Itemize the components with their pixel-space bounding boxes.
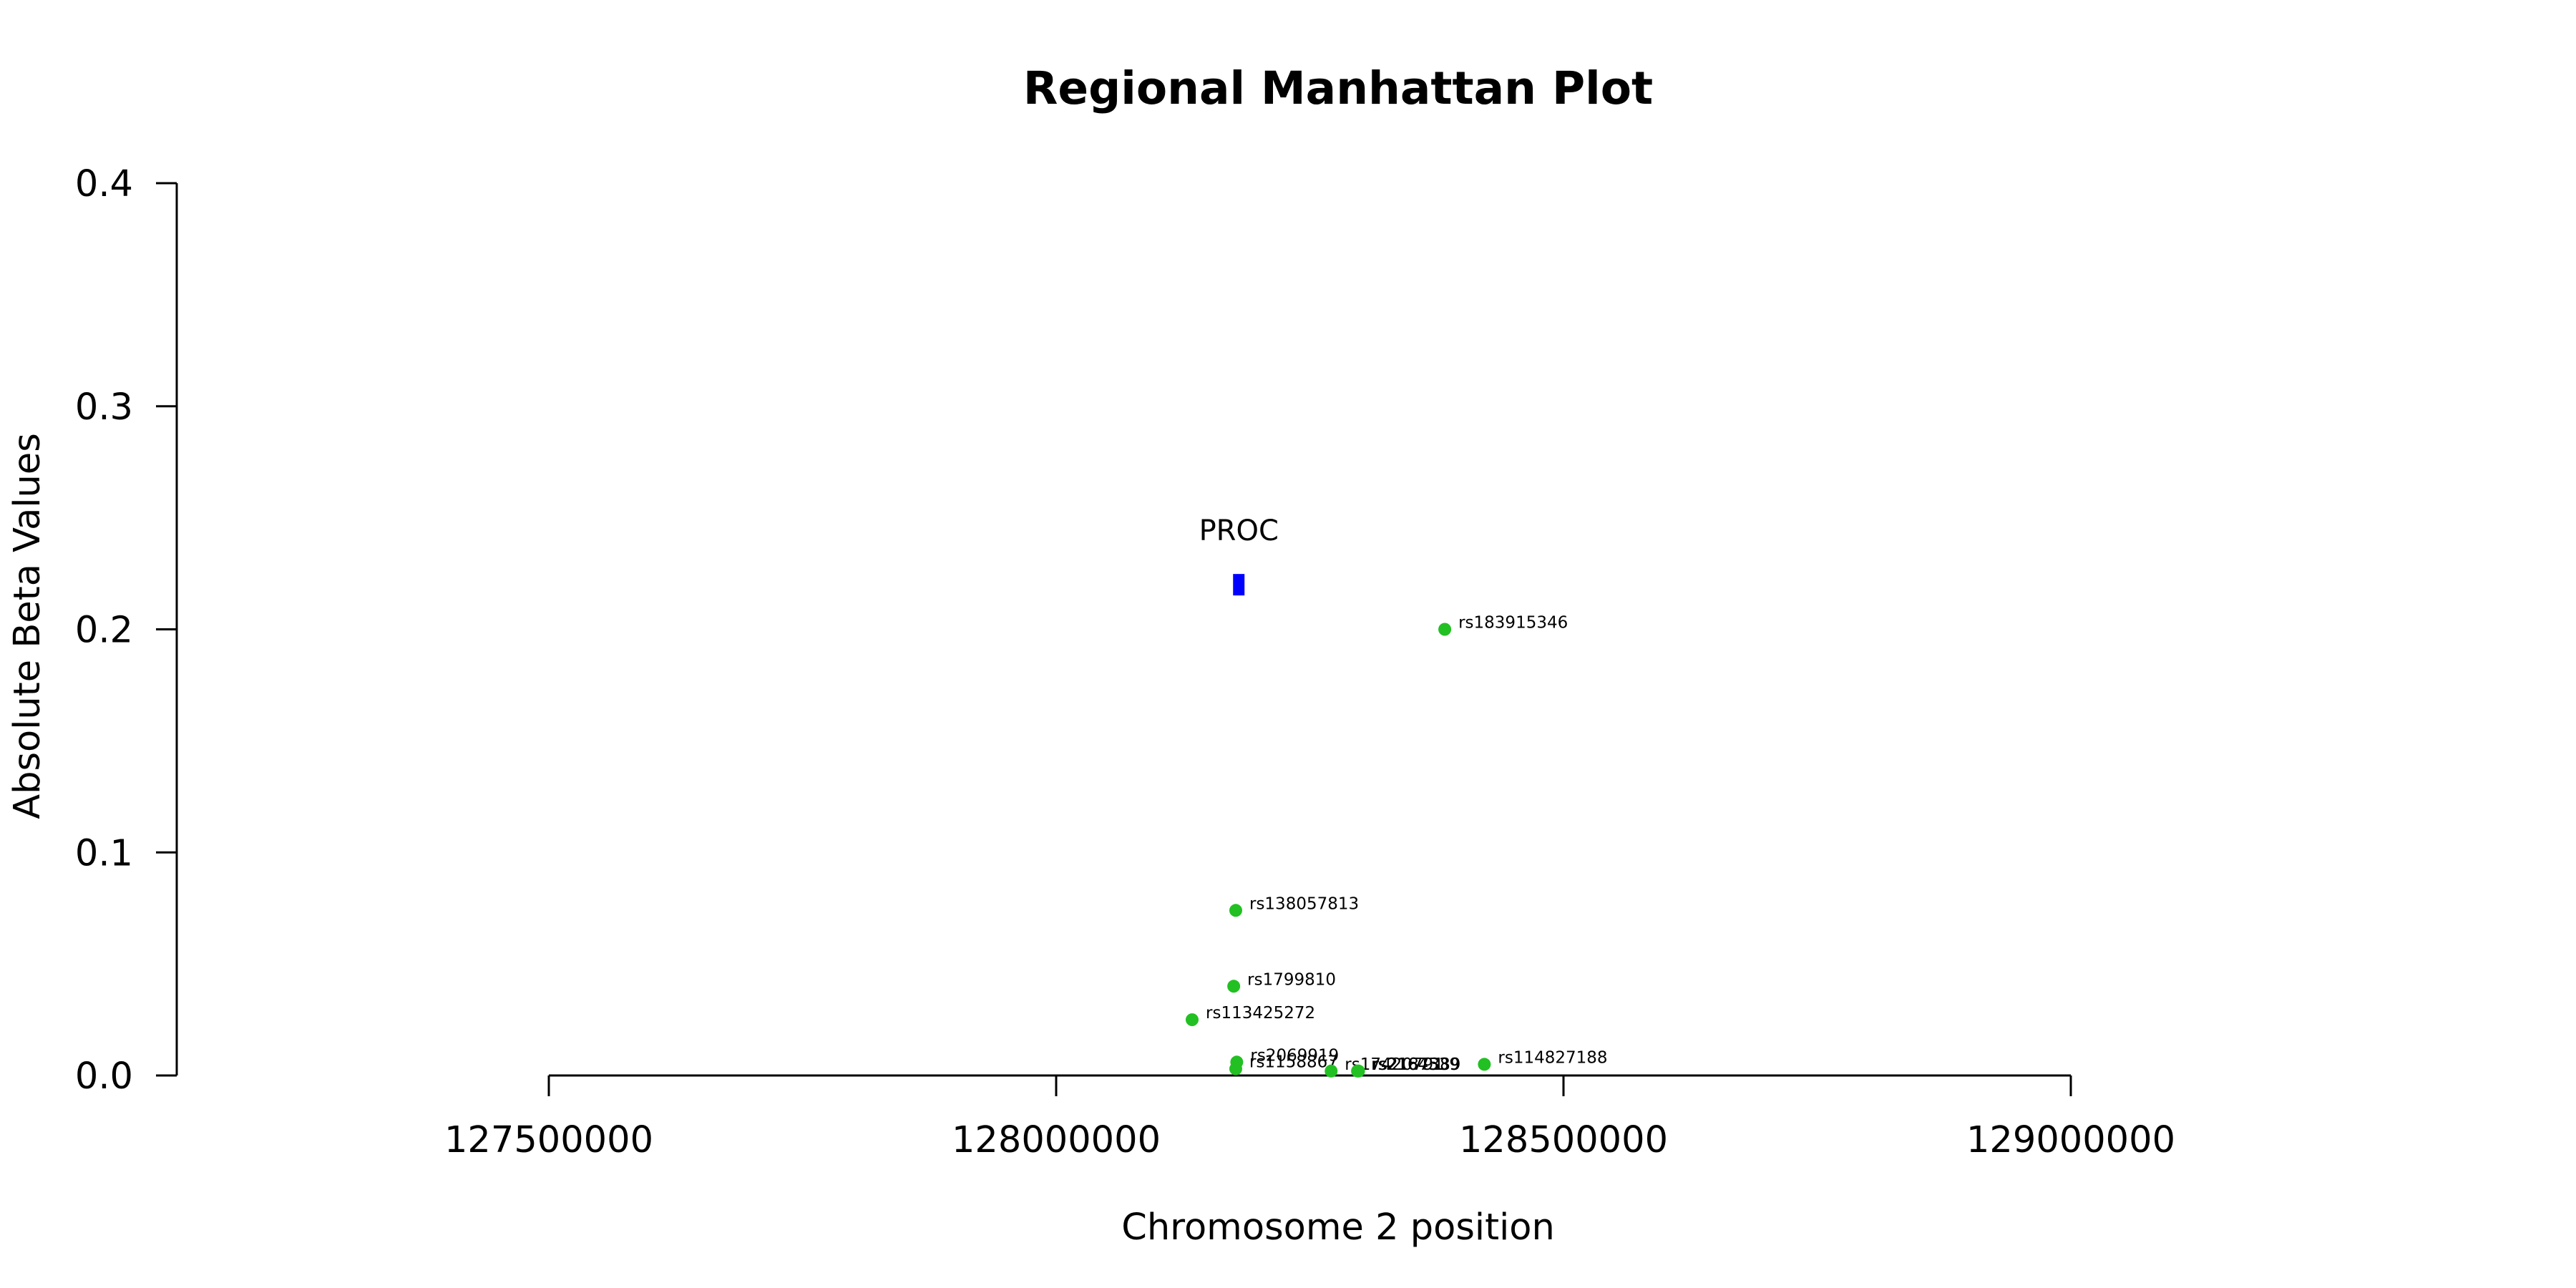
snp-point [1227,980,1241,993]
snp-label: rs1799810 [1247,970,1336,989]
y-tick-label: 0.0 [75,1055,133,1098]
y-tick-label: 0.3 [75,386,133,429]
x-tick-label: 128000000 [952,1119,1161,1161]
y-tick-label: 0.4 [75,163,133,205]
plot-marks: PROC rs183915346 rs138057813 rs1799810 rs113… [1186,514,1608,1078]
y-tick-label: 0.1 [75,832,133,874]
snp-label: rs114827188 [1498,1048,1607,1067]
snp-point [1352,1064,1365,1078]
snp-label: rs183915346 [1458,614,1568,633]
y-axis-label: Absolute Beta Values [6,433,49,819]
snp-point [1186,1013,1199,1027]
chart-title: Regional Manhattan Plot [1023,62,1653,114]
gene-marker [1233,574,1245,596]
snp-label: rs2069919 [1250,1046,1339,1065]
snp-point [1229,1062,1242,1075]
gene-label: PROC [1199,514,1279,547]
snp-label: rs113425272 [1206,1004,1315,1023]
y-axis: 0.0 0.1 0.2 0.3 0.4 [75,163,178,1098]
x-tick-label: 129000000 [1966,1119,2175,1161]
snp-label: rs2164539 [1371,1055,1460,1074]
snp-label: rs2187389 [1372,1055,1461,1074]
snp-point [1438,623,1452,636]
snp-point [1229,904,1242,917]
snp-label: rs138057813 [1249,894,1359,913]
snp-point [1478,1058,1491,1071]
x-tick-label: 127500000 [444,1119,653,1161]
x-axis: 127500000 128000000 128500000 129000000 [444,1074,2175,1161]
x-axis-label: Chromosome 2 position [1121,1206,1555,1249]
snp-point [1324,1064,1338,1078]
y-tick-label: 0.2 [75,610,133,652]
snp-label: rs1158867 [1249,1053,1338,1072]
x-tick-label: 128500000 [1459,1119,1668,1161]
